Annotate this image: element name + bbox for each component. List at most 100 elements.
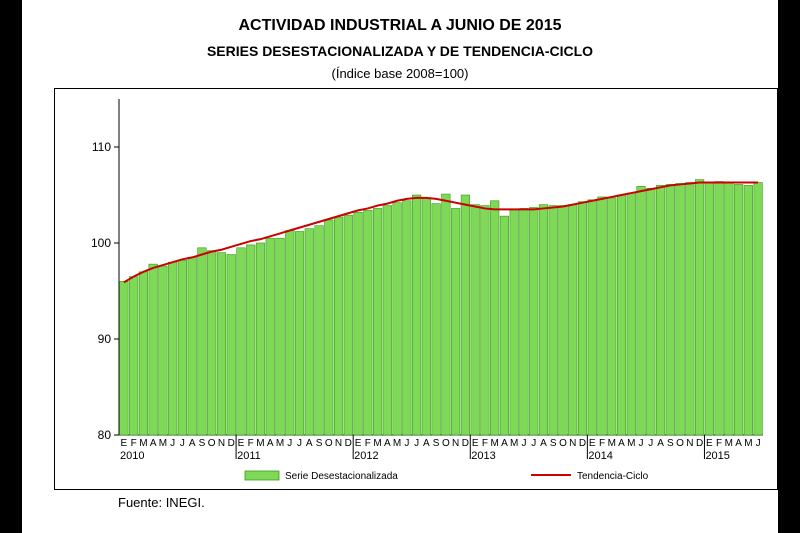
month-label: M: [393, 438, 401, 449]
bar: [265, 237, 275, 436]
legend-label-trend: Tendencia-Ciclo: [577, 471, 649, 482]
month-label: A: [423, 438, 430, 449]
bar: [343, 214, 353, 436]
bar: [704, 182, 714, 436]
month-label: S: [550, 438, 557, 449]
month-label: A: [657, 438, 664, 449]
month-label: O: [559, 438, 567, 449]
bar: [431, 203, 441, 436]
bar: [597, 196, 607, 436]
month-label: E: [238, 438, 245, 449]
month-label: J: [180, 438, 185, 449]
month-label: F: [482, 438, 488, 449]
month-label: J: [297, 438, 302, 449]
bar: [587, 199, 597, 436]
month-label: A: [540, 438, 547, 449]
bar: [529, 207, 539, 436]
chart-frame: 80 90 100 110 E F M A M J J A S O N D E F M A M J J A S O N D E F M A M J…: [54, 88, 778, 490]
bar: [372, 208, 383, 436]
month-label: F: [248, 438, 254, 449]
month-label: M: [725, 438, 733, 449]
month-label: A: [189, 438, 196, 449]
month-label: A: [618, 438, 625, 449]
month-label: J: [287, 438, 292, 449]
bar: [538, 204, 549, 436]
bar: [626, 192, 636, 436]
month-label: F: [365, 438, 371, 449]
chart-title: ACTIVIDAD INDUSTRIAL A JUNIO DE 2015: [238, 17, 562, 34]
bar: [402, 200, 412, 436]
bar: [187, 257, 197, 436]
year-label: 2015: [705, 450, 729, 462]
year-label: 2014: [588, 450, 612, 462]
year-label: 2012: [354, 450, 378, 462]
month-label: S: [199, 438, 206, 449]
month-label: D: [462, 438, 469, 449]
source-note: Fuente: INEGI.: [118, 495, 205, 510]
month-label: J: [521, 438, 526, 449]
month-label: M: [744, 438, 752, 449]
month-label: D: [579, 438, 586, 449]
month-label: O: [325, 438, 333, 449]
month-label: M: [276, 438, 284, 449]
month-label: J: [404, 438, 409, 449]
month-label: J: [639, 438, 644, 449]
month-label: N: [569, 438, 576, 449]
bar: [451, 208, 461, 436]
month-label: A: [501, 438, 508, 449]
bar: [480, 205, 490, 436]
month-label: M: [510, 438, 518, 449]
month-label: E: [121, 438, 128, 449]
bar: [753, 182, 763, 436]
bar: [694, 179, 705, 436]
month-label: A: [150, 438, 157, 449]
bar: [646, 187, 656, 436]
bar: [636, 186, 646, 436]
month-label: J: [648, 438, 653, 449]
bar: [577, 201, 588, 436]
bar: [207, 250, 217, 436]
trend-line: [123, 181, 759, 284]
bar: [724, 182, 734, 436]
bar: [119, 281, 129, 436]
month-label: N: [335, 438, 342, 449]
month-label: O: [676, 438, 684, 449]
month-label: F: [716, 438, 722, 449]
bar: [382, 205, 392, 436]
year-label: 2011: [237, 450, 261, 462]
bar: [743, 185, 753, 436]
month-label: D: [345, 438, 352, 449]
bar: [353, 211, 363, 436]
bar: [255, 242, 266, 436]
bar: [148, 263, 158, 436]
bar: [685, 182, 695, 436]
bar: [314, 225, 324, 436]
bar: [548, 205, 558, 436]
bar: [363, 210, 373, 436]
month-label: M: [490, 438, 498, 449]
bar: [490, 200, 500, 436]
bar: [616, 194, 627, 436]
bar: [304, 228, 314, 436]
month-label: M: [373, 438, 381, 449]
legend-label-bars: Serie Desestacionalizada: [285, 471, 398, 482]
month-label: J: [170, 438, 175, 449]
month-label: J: [414, 438, 419, 449]
month-label: M: [608, 438, 616, 449]
bar: [470, 204, 480, 436]
month-label: O: [442, 438, 450, 449]
bar: [129, 276, 139, 436]
month-label: N: [218, 438, 225, 449]
month-label: E: [472, 438, 479, 449]
month-label: E: [706, 438, 713, 449]
month-label: D: [696, 438, 703, 449]
month-label: A: [267, 438, 274, 449]
month-label: N: [452, 438, 459, 449]
bar: [412, 194, 422, 436]
bar: [460, 194, 470, 436]
bar: [138, 271, 148, 436]
bar: [675, 183, 685, 436]
year-label: 2013: [471, 450, 495, 462]
chart-units-note: (Índice base 2008=100): [331, 66, 469, 81]
month-label: E: [355, 438, 362, 449]
